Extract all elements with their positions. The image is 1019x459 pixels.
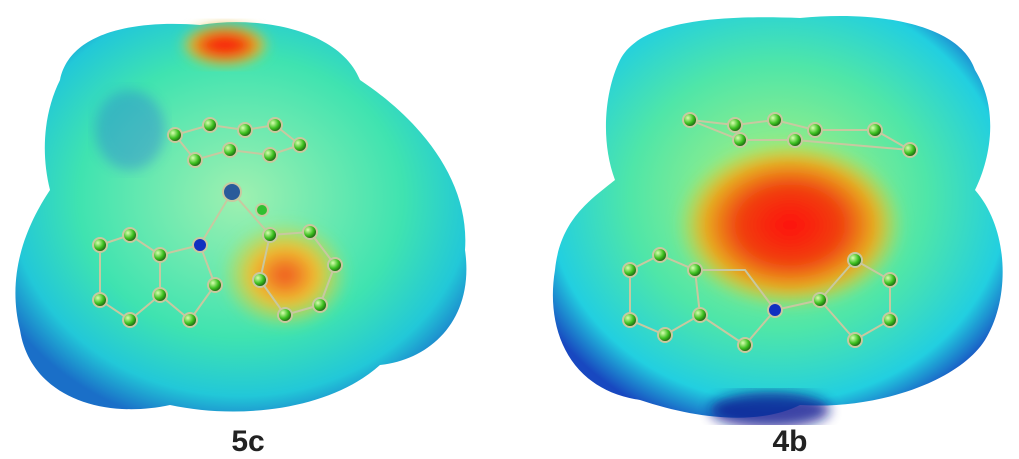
figure: 5c 4b xyxy=(0,0,1019,459)
mep-maps xyxy=(0,0,1019,425)
surface-4b xyxy=(553,16,1003,425)
region xyxy=(675,140,905,310)
surface-5c xyxy=(15,22,466,411)
region xyxy=(180,23,270,67)
panel-label: 5c xyxy=(188,425,308,459)
region xyxy=(95,90,165,170)
surface xyxy=(15,22,466,411)
panel-label: 4b xyxy=(730,425,850,459)
